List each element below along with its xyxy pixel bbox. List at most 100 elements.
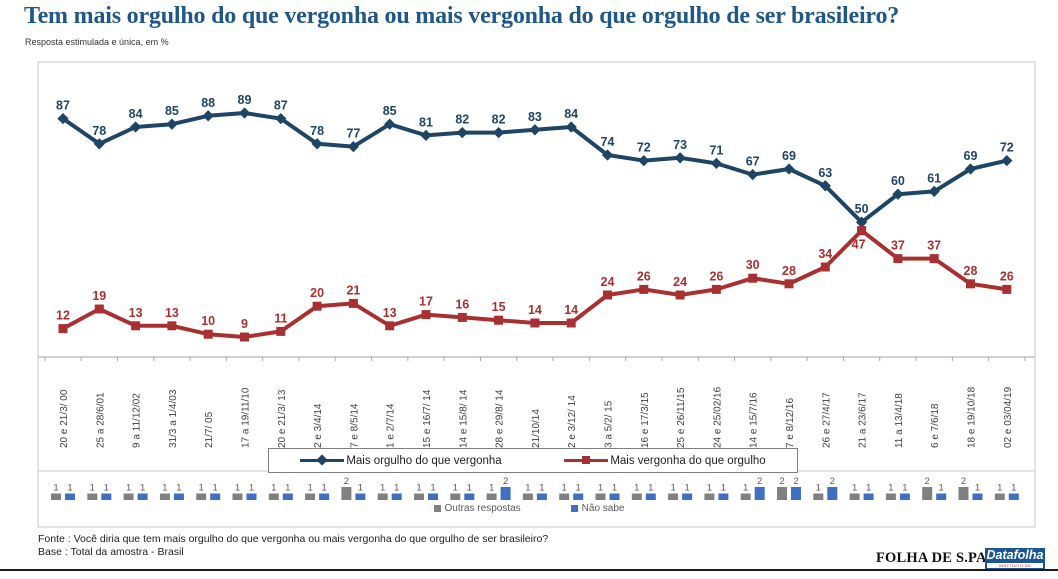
data-label: 28 (782, 264, 796, 278)
mini-bar (885, 493, 896, 500)
mini-bar (173, 493, 184, 500)
mini-bar (232, 493, 243, 500)
x-axis-label: 25 e 26/11/15 (676, 387, 687, 448)
data-point (784, 279, 794, 289)
mini-bar (65, 493, 75, 500)
base-line: Base : Total da amostra - Brasil (38, 546, 184, 558)
mini-bar-label: 1 (285, 483, 290, 494)
mini-bar (827, 487, 838, 500)
mini-bar (87, 493, 98, 500)
datafolha-logo-text: Datafolha (986, 548, 1044, 562)
mini-bar (718, 493, 729, 500)
data-point (530, 318, 540, 328)
mini-bar-label: 1 (816, 483, 821, 494)
mini-bar (377, 493, 388, 500)
data-point (675, 290, 685, 300)
mini-bar-label: 1 (199, 483, 204, 494)
data-point (202, 110, 214, 122)
data-label: 85 (165, 104, 179, 118)
mini-bar-label: 1 (598, 483, 603, 494)
blue-square-icon (570, 505, 578, 512)
data-label: 37 (891, 239, 905, 253)
mini-bar (609, 493, 620, 500)
x-axis-label: 15 e 16/7/ 14 (422, 389, 433, 448)
x-axis-label: 2 e 3/12/ 14 (567, 395, 578, 448)
mini-bar (922, 487, 933, 500)
mini-bar-label: 1 (249, 483, 254, 494)
data-point (276, 326, 286, 336)
folha-de-spaulo-logo: FOLHA DE S.PAULO (876, 550, 1019, 566)
mini-bar-label: 1 (380, 483, 385, 494)
mini-bar-label: 1 (866, 483, 871, 494)
x-axis-label: 21 a 23/6/17 (858, 392, 869, 448)
mini-bar (972, 493, 983, 500)
mini-bar-label: 1 (467, 483, 472, 494)
data-point (711, 284, 721, 294)
red-line-marker-icon (564, 456, 609, 464)
x-axis-label: 26 e 27/4/17 (821, 392, 832, 448)
data-label: 84 (129, 107, 143, 121)
data-label: 13 (129, 306, 143, 320)
mini-bar (464, 493, 475, 500)
data-point (1001, 154, 1013, 167)
mini-bar-label: 1 (852, 483, 857, 494)
mini-bar (645, 493, 656, 500)
data-label: 85 (383, 104, 397, 118)
data-point (747, 168, 759, 181)
legend-item-outras: Outras respostas (433, 503, 521, 514)
mini-bar (863, 493, 874, 500)
bottom-divider (0, 569, 1058, 571)
x-axis-label: 7 e 8/12/16 (785, 398, 796, 448)
x-axis-label: 1 e 2/7/14 (386, 403, 397, 448)
mini-bar-label: 1 (888, 483, 893, 494)
data-point (421, 310, 431, 320)
legend-label-vergonha: Mais vergonha do que orgulho (610, 454, 766, 467)
mini-bar (137, 493, 148, 500)
data-label: 74 (601, 135, 615, 149)
data-point (857, 226, 867, 236)
data-label: 34 (818, 247, 832, 261)
data-label: 50 (855, 202, 869, 216)
data-label: 82 (455, 113, 469, 127)
data-point (348, 298, 358, 308)
mini-bar (849, 493, 860, 500)
data-label: 78 (310, 124, 324, 138)
mini-bar (754, 487, 765, 500)
data-label: 24 (673, 275, 687, 289)
mini-bar-label: 2 (503, 476, 508, 487)
mini-bar-label: 2 (830, 476, 835, 487)
data-label: 72 (637, 141, 651, 155)
x-axis-label: 25 a 28/6/01 (95, 392, 106, 448)
data-label: 15 (492, 300, 506, 314)
data-label: 67 (746, 155, 760, 169)
mini-bar (282, 493, 293, 500)
x-axis-label: 14 e 15/8/ 14 (458, 389, 469, 448)
mini-bar-label: 2 (961, 476, 966, 487)
data-label: 16 (455, 297, 469, 311)
mini-bar-label: 1 (997, 483, 1002, 494)
x-axis-label: 02 e 03/04/19 (1003, 386, 1014, 448)
mini-bar-label: 2 (793, 476, 798, 487)
mini-bar-label: 1 (104, 483, 109, 494)
mini-bar (123, 493, 134, 500)
mini-bar-label: 1 (721, 483, 726, 494)
mini-bar-label: 1 (321, 483, 326, 494)
data-label: 71 (709, 143, 723, 157)
mini-bar (486, 493, 497, 500)
mini-bar-label: 1 (612, 483, 617, 494)
data-label: 69 (964, 149, 978, 163)
mini-bar (522, 493, 533, 500)
x-axis-label: 16 e 17/3/15 (640, 392, 651, 448)
mini-bar (682, 493, 693, 500)
mini-bar-label: 1 (648, 483, 653, 494)
mini-bar (740, 493, 751, 500)
mini-bar (319, 493, 330, 500)
data-point (748, 273, 758, 283)
mini-bar (391, 493, 402, 500)
data-label: 73 (673, 138, 687, 152)
data-label: 84 (564, 107, 578, 121)
data-label: 87 (56, 99, 70, 113)
data-label: 69 (782, 149, 796, 163)
